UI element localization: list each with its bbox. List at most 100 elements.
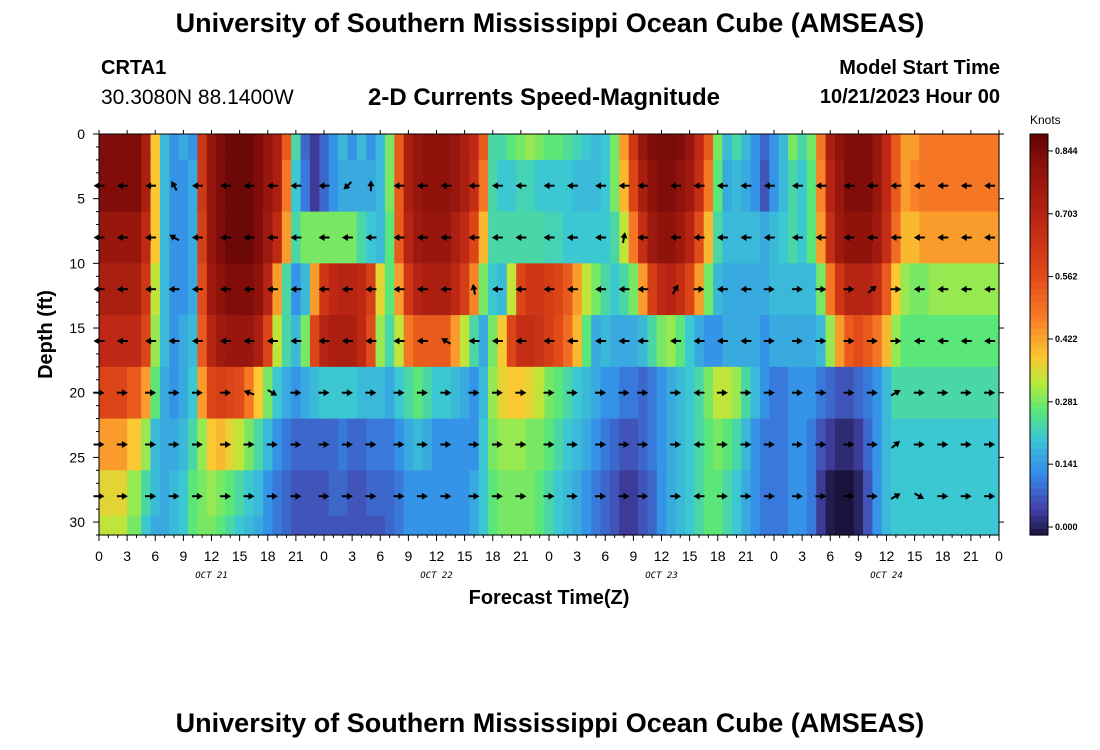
current-arrow [937, 492, 949, 500]
heatmap-cell [909, 515, 920, 536]
heatmap-cell [881, 211, 892, 264]
arrow-head [595, 337, 602, 345]
current-arrow [416, 182, 428, 190]
current-arrow [866, 182, 878, 190]
heatmap-cell [994, 315, 1000, 368]
heatmap-cell [234, 515, 245, 536]
heatmap-cell [769, 515, 780, 536]
current-arrow [791, 337, 803, 345]
current-arrow [515, 337, 527, 345]
heatmap-cell [216, 134, 227, 161]
current-arrow [543, 182, 555, 190]
heatmap-cell [319, 515, 330, 536]
heatmap-cell [309, 315, 320, 368]
day-label: OCT 24 [870, 571, 903, 581]
heatmap-cell [694, 515, 705, 536]
heatmap-cell [206, 470, 217, 517]
arrow-head [913, 182, 920, 190]
current-arrow [243, 182, 255, 190]
heatmap-cell [506, 134, 517, 161]
heatmap-cell [900, 263, 911, 316]
current-arrow [791, 441, 803, 448]
heatmap-cell [469, 515, 480, 536]
arrow-head [93, 182, 100, 190]
heatmap-cell [891, 470, 902, 517]
heatmap-cell [853, 315, 864, 368]
heatmap-cell [234, 263, 245, 316]
current-arrow [93, 441, 105, 448]
arrow-head [196, 389, 203, 397]
current-arrow [543, 234, 555, 241]
current-arrow [191, 182, 203, 190]
heatmap-cell [619, 134, 630, 161]
heatmap-cell [108, 515, 128, 536]
heatmap-cell [366, 134, 377, 161]
heatmap-cell [375, 263, 386, 316]
heatmap-cell [853, 418, 864, 471]
arrow-head [693, 234, 700, 241]
heatmap-cell [488, 134, 499, 161]
heatmap-cell [127, 366, 142, 420]
colorbar-segment [1030, 227, 1048, 235]
heatmap-cell [900, 470, 911, 517]
arrow-head [346, 389, 353, 397]
heatmap-cell [628, 211, 639, 264]
current-arrow [318, 441, 330, 448]
x-tick-label: 15 [907, 548, 923, 564]
current-arrow [116, 492, 128, 500]
heatmap-cell [178, 134, 189, 161]
current-arrow [318, 182, 330, 190]
heatmap-cell [872, 366, 883, 420]
arrow-head [191, 234, 198, 241]
heatmap-cell [881, 418, 892, 471]
arrow-head [341, 285, 348, 293]
heatmap-cell [338, 134, 349, 161]
heatmap-cell [731, 315, 742, 368]
heatmap-cell [234, 159, 245, 213]
heatmap-cell [553, 159, 564, 213]
current-arrow [515, 441, 527, 448]
heatmap-cell [703, 418, 714, 471]
colorbar-segment [1030, 454, 1048, 463]
arrow-head [618, 337, 625, 345]
colorbar-segment [1030, 314, 1048, 322]
heatmap-cell [375, 315, 386, 368]
heatmap-cell [628, 418, 639, 471]
arrow-head [116, 337, 123, 345]
heatmap-cell [506, 159, 517, 213]
arrow-head [623, 441, 630, 448]
arrow-head [116, 234, 123, 241]
arrow-head [600, 492, 607, 500]
arrow-head [491, 337, 498, 345]
colorbar-segment [1030, 448, 1048, 456]
heatmap-cell [853, 211, 864, 264]
arrow-head [191, 337, 198, 345]
current-arrow [890, 234, 902, 241]
heatmap-cell [469, 134, 480, 161]
heatmap-cell [534, 366, 545, 420]
arrow-head [323, 492, 330, 500]
heatmap-cell [356, 366, 367, 420]
arrow-head [220, 234, 227, 241]
current-arrow [318, 389, 330, 397]
arrow-head [763, 234, 770, 241]
heatmap-cell [825, 211, 836, 264]
arrow-head [698, 285, 705, 293]
current-arrow [618, 337, 630, 345]
heatmap-cell [272, 470, 283, 517]
heatmap-cell [150, 134, 161, 161]
current-arrow [891, 440, 901, 449]
arrow-head [365, 234, 372, 241]
colorbar-segment [1030, 421, 1048, 429]
heatmap-cell [234, 315, 245, 368]
heatmap-cell [834, 470, 845, 517]
arrow-head [496, 389, 503, 397]
heatmap-cell [797, 470, 808, 517]
current-arrow [93, 182, 105, 190]
current-arrow [543, 389, 555, 397]
current-arrow [341, 492, 353, 500]
arrow-head [768, 285, 775, 293]
current-arrow [220, 182, 232, 190]
heatmap-cell [975, 418, 986, 471]
